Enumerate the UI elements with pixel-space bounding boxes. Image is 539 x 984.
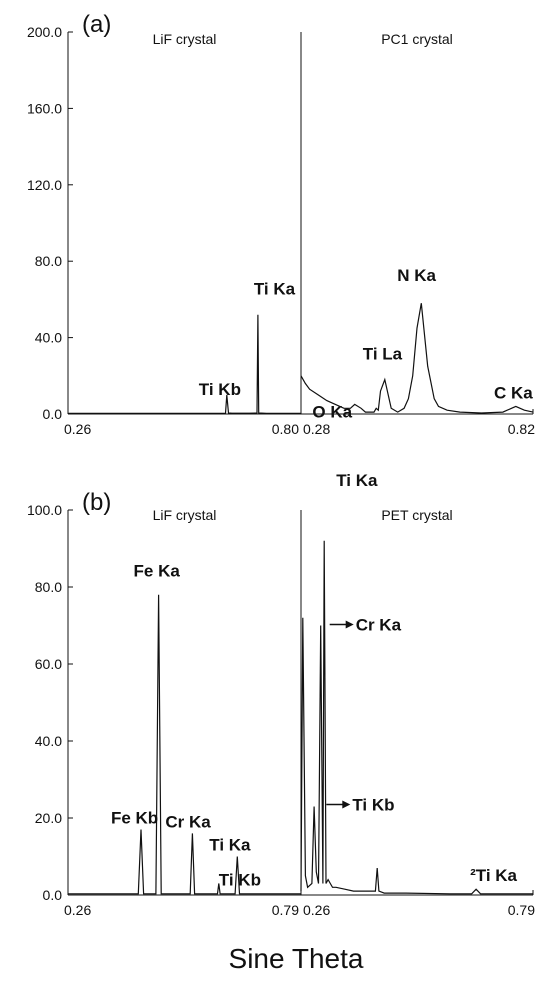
peak-label: C Ka xyxy=(494,383,533,402)
peak-label: Fe Ka xyxy=(134,562,181,581)
crystal-label: PET crystal xyxy=(381,507,452,523)
x-tick-label: 0.79 xyxy=(508,902,535,918)
spectrum-line xyxy=(68,314,301,414)
peak-label: Ti Kb xyxy=(199,380,241,399)
crystal-label: LiF crystal xyxy=(153,31,217,47)
y-tick-label: 0.0 xyxy=(43,887,63,903)
y-tick-label: 80.0 xyxy=(35,253,62,269)
peak-label: Ti Ka xyxy=(254,280,296,299)
y-tick-label: 20.0 xyxy=(35,810,62,826)
x-tick-label: 0.80 xyxy=(272,421,299,437)
x-tick-label: 0.82 xyxy=(508,421,535,437)
crystal-label: LiF crystal xyxy=(153,507,217,523)
panel-b-chart: 0.0 20.0 40.0 60.0 80.0 100.0 (b) LiF crystal 0.… xyxy=(27,471,535,918)
peak-label: Ti Kb xyxy=(219,870,261,889)
panel-label: (b) xyxy=(82,489,111,516)
y-tick-label: 60.0 xyxy=(35,656,62,672)
peak-label: Cr Ka xyxy=(165,812,211,831)
peak-arrowhead xyxy=(345,620,354,629)
x-tick-label: 0.79 xyxy=(272,902,299,918)
y-tick-label: 120.0 xyxy=(27,177,62,193)
peak-label: Ti Ka xyxy=(209,836,251,855)
x-tick-label: 0.26 xyxy=(64,902,91,918)
peak-label: N Ka xyxy=(397,266,436,285)
y-tick-label: 0.0 xyxy=(43,406,63,422)
crystal-label: PC1 crystal xyxy=(381,31,453,47)
y-tick-label: 100.0 xyxy=(27,502,62,518)
x-tick-label: 0.26 xyxy=(303,902,330,918)
y-tick-label: 80.0 xyxy=(35,579,62,595)
spectrum-line xyxy=(68,594,301,895)
x-tick-label: 0.26 xyxy=(64,421,91,437)
peak-label: O Ka xyxy=(312,402,352,421)
panel-a-chart: 0.0 40.0 80.0 120.0 160.0 200.0 (a) LiF crystal… xyxy=(27,11,535,437)
x-tick-label: 0.28 xyxy=(303,421,330,437)
spectrum-line xyxy=(300,303,534,414)
y-tick-label: 200.0 xyxy=(27,24,62,40)
peak-label: ²Ti Ka xyxy=(470,866,517,885)
peak-label: Ti La xyxy=(363,345,403,364)
panel-label: (a) xyxy=(82,11,111,38)
peak-arrowhead xyxy=(342,800,351,809)
y-tick-label: 40.0 xyxy=(35,330,62,346)
peak-label: Ti Kb xyxy=(352,795,394,814)
spectrum-line xyxy=(300,540,533,895)
x-axis-title: Sine Theta xyxy=(229,943,364,974)
y-tick-label: 40.0 xyxy=(35,733,62,749)
peak-label: Cr Ka xyxy=(356,616,402,635)
y-tick-label: 160.0 xyxy=(27,100,62,116)
peak-label: Ti Ka xyxy=(336,471,378,490)
peak-label: Fe Kb xyxy=(111,809,158,828)
